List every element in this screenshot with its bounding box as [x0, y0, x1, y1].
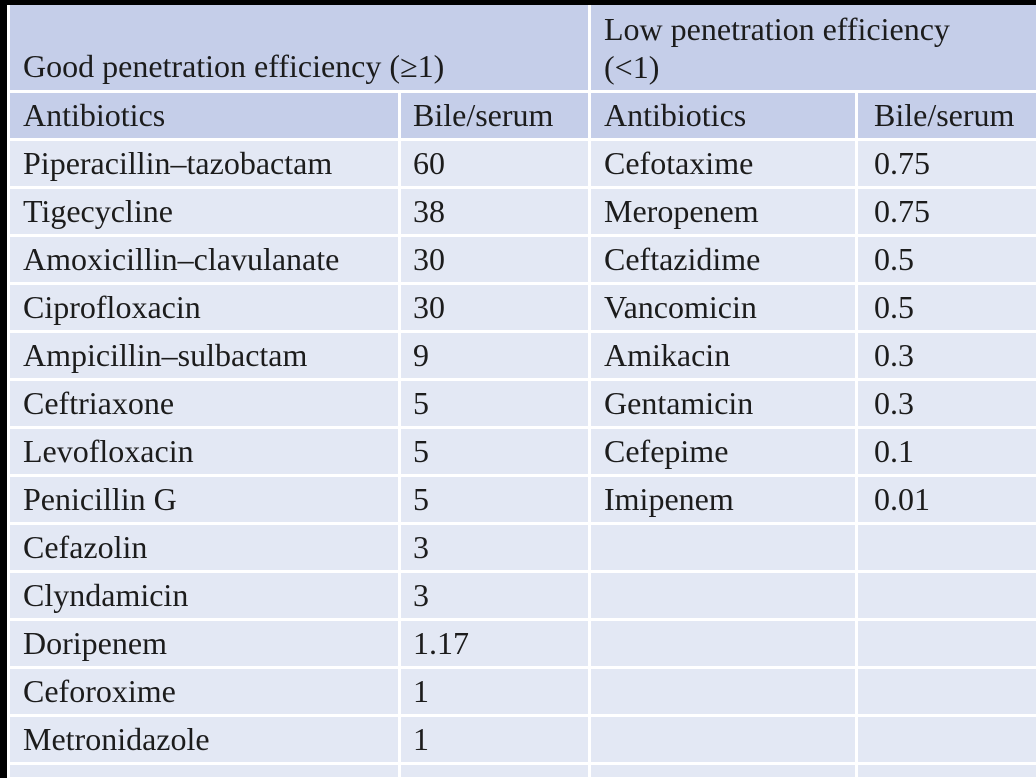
low-section-title-line1: Low penetration efficiency	[604, 11, 950, 47]
low-bile-serum-cell: 0.3	[858, 333, 1036, 378]
low-antibiotic-cell: Cefepime	[591, 429, 855, 474]
table-row: Ceforoxime 1	[10, 669, 1036, 714]
good-bile-serum-cell: 1	[401, 669, 588, 714]
good-bile-serum-cell: 38	[401, 189, 588, 234]
section-header-row: Good penetration efficiency (≥1) Low pen…	[10, 5, 1036, 90]
good-antibiotic-cell: Ciprofloxacin	[10, 285, 398, 330]
good-bile-serum-cell: 30	[401, 237, 588, 282]
low-antibiotic-cell	[591, 621, 855, 666]
table-row: Piperacillin–tazobactam 60 Cefotaxime 0.…	[10, 141, 1036, 186]
low-antibiotic-cell	[591, 573, 855, 618]
low-bile-serum-cell	[858, 525, 1036, 570]
good-antibiotic-cell: Ceforoxime	[10, 669, 398, 714]
low-bile-serum-cell: 0.75	[858, 189, 1036, 234]
good-bile-serum-cell: 5	[401, 477, 588, 522]
table-row: Metronidazole 1	[10, 717, 1036, 762]
good-section-title: Good penetration efficiency (≥1)	[10, 5, 588, 90]
good-antibiotics-column-header: Antibiotics	[10, 93, 398, 138]
table-row: Amoxicillin–clavulanate 30 Ceftazidime 0…	[10, 237, 1036, 282]
table-row: Ciprofloxacin 30 Vancomicin 0.5	[10, 285, 1036, 330]
low-antibiotic-cell: Imipenem	[591, 477, 855, 522]
low-antibiotic-cell	[591, 525, 855, 570]
low-bile-serum-cell: 0.3	[858, 381, 1036, 426]
good-antibiotic-cell: Piperacillin–tazobactam	[10, 141, 398, 186]
low-bile-serum-cell: 0.1	[858, 429, 1036, 474]
low-antibiotics-column-header: Antibiotics	[591, 93, 855, 138]
low-bile-serum-cell	[858, 669, 1036, 714]
good-antibiotic-cell	[10, 765, 398, 777]
low-antibiotic-cell: Gentamicin	[591, 381, 855, 426]
table-row: Cefazolin 3	[10, 525, 1036, 570]
good-bile-serum-cell: 1.17	[401, 621, 588, 666]
good-bile-serum-cell: 30	[401, 285, 588, 330]
good-antibiotic-cell: Clyndamicin	[10, 573, 398, 618]
table-container: Good penetration efficiency (≥1) Low pen…	[7, 5, 1036, 778]
low-bile-serum-cell	[858, 573, 1036, 618]
low-antibiotic-cell: Amikacin	[591, 333, 855, 378]
low-antibiotic-cell: Ceftazidime	[591, 237, 855, 282]
table-row: Tigecycline 38 Meropenem 0.75	[10, 189, 1036, 234]
low-section-title-line2: (<1)	[604, 49, 660, 85]
low-bile-serum-cell: 0.01	[858, 477, 1036, 522]
good-section-title-text: Good penetration efficiency (≥1)	[23, 48, 445, 84]
good-bile-serum-column-header: Bile/serum	[401, 93, 588, 138]
partial-clipped-row	[10, 765, 1036, 777]
low-section-title: Low penetration efficiency (<1)	[591, 5, 1036, 90]
good-antibiotic-cell: Ceftriaxone	[10, 381, 398, 426]
good-bile-serum-cell: 3	[401, 573, 588, 618]
low-antibiotic-cell	[591, 669, 855, 714]
good-bile-serum-cell: 9	[401, 333, 588, 378]
low-bile-serum-cell: 0.5	[858, 285, 1036, 330]
table-row: Ceftriaxone 5 Gentamicin 0.3	[10, 381, 1036, 426]
good-bile-serum-cell: 60	[401, 141, 588, 186]
good-antibiotic-cell: Penicillin G	[10, 477, 398, 522]
good-bile-serum-cell: 1	[401, 717, 588, 762]
low-antibiotic-cell	[591, 765, 855, 777]
low-bile-serum-cell	[858, 621, 1036, 666]
low-bile-serum-cell	[858, 765, 1036, 777]
bile-penetration-table: Good penetration efficiency (≥1) Low pen…	[7, 5, 1036, 778]
table-row: Clyndamicin 3	[10, 573, 1036, 618]
good-antibiotic-cell: Amoxicillin–clavulanate	[10, 237, 398, 282]
low-antibiotic-cell: Vancomicin	[591, 285, 855, 330]
table-body: Piperacillin–tazobactam 60 Cefotaxime 0.…	[10, 141, 1036, 777]
table-row: Ampicillin–sulbactam 9 Amikacin 0.3	[10, 333, 1036, 378]
low-bile-serum-column-header: Bile/serum	[858, 93, 1036, 138]
low-bile-serum-cell: 0.5	[858, 237, 1036, 282]
top-border-bar	[0, 0, 1036, 5]
low-antibiotic-cell: Meropenem	[591, 189, 855, 234]
low-bile-serum-cell	[858, 717, 1036, 762]
table-row: Penicillin G 5 Imipenem 0.01	[10, 477, 1036, 522]
good-antibiotic-cell: Levofloxacin	[10, 429, 398, 474]
good-antibiotic-cell: Tigecycline	[10, 189, 398, 234]
low-bile-serum-cell: 0.75	[858, 141, 1036, 186]
good-antibiotic-cell: Doripenem	[10, 621, 398, 666]
table-row: Doripenem 1.17	[10, 621, 1036, 666]
left-border-bar	[0, 0, 7, 778]
low-antibiotic-cell: Cefotaxime	[591, 141, 855, 186]
good-antibiotic-cell: Cefazolin	[10, 525, 398, 570]
good-antibiotic-cell: Metronidazole	[10, 717, 398, 762]
good-bile-serum-cell: 5	[401, 429, 588, 474]
low-antibiotic-cell	[591, 717, 855, 762]
table-row: Levofloxacin 5 Cefepime 0.1	[10, 429, 1036, 474]
good-bile-serum-cell: 5	[401, 381, 588, 426]
good-bile-serum-cell	[401, 765, 588, 777]
good-antibiotic-cell: Ampicillin–sulbactam	[10, 333, 398, 378]
column-header-row: Antibiotics Bile/serum Antibiotics Bile/…	[10, 93, 1036, 138]
good-bile-serum-cell: 3	[401, 525, 588, 570]
